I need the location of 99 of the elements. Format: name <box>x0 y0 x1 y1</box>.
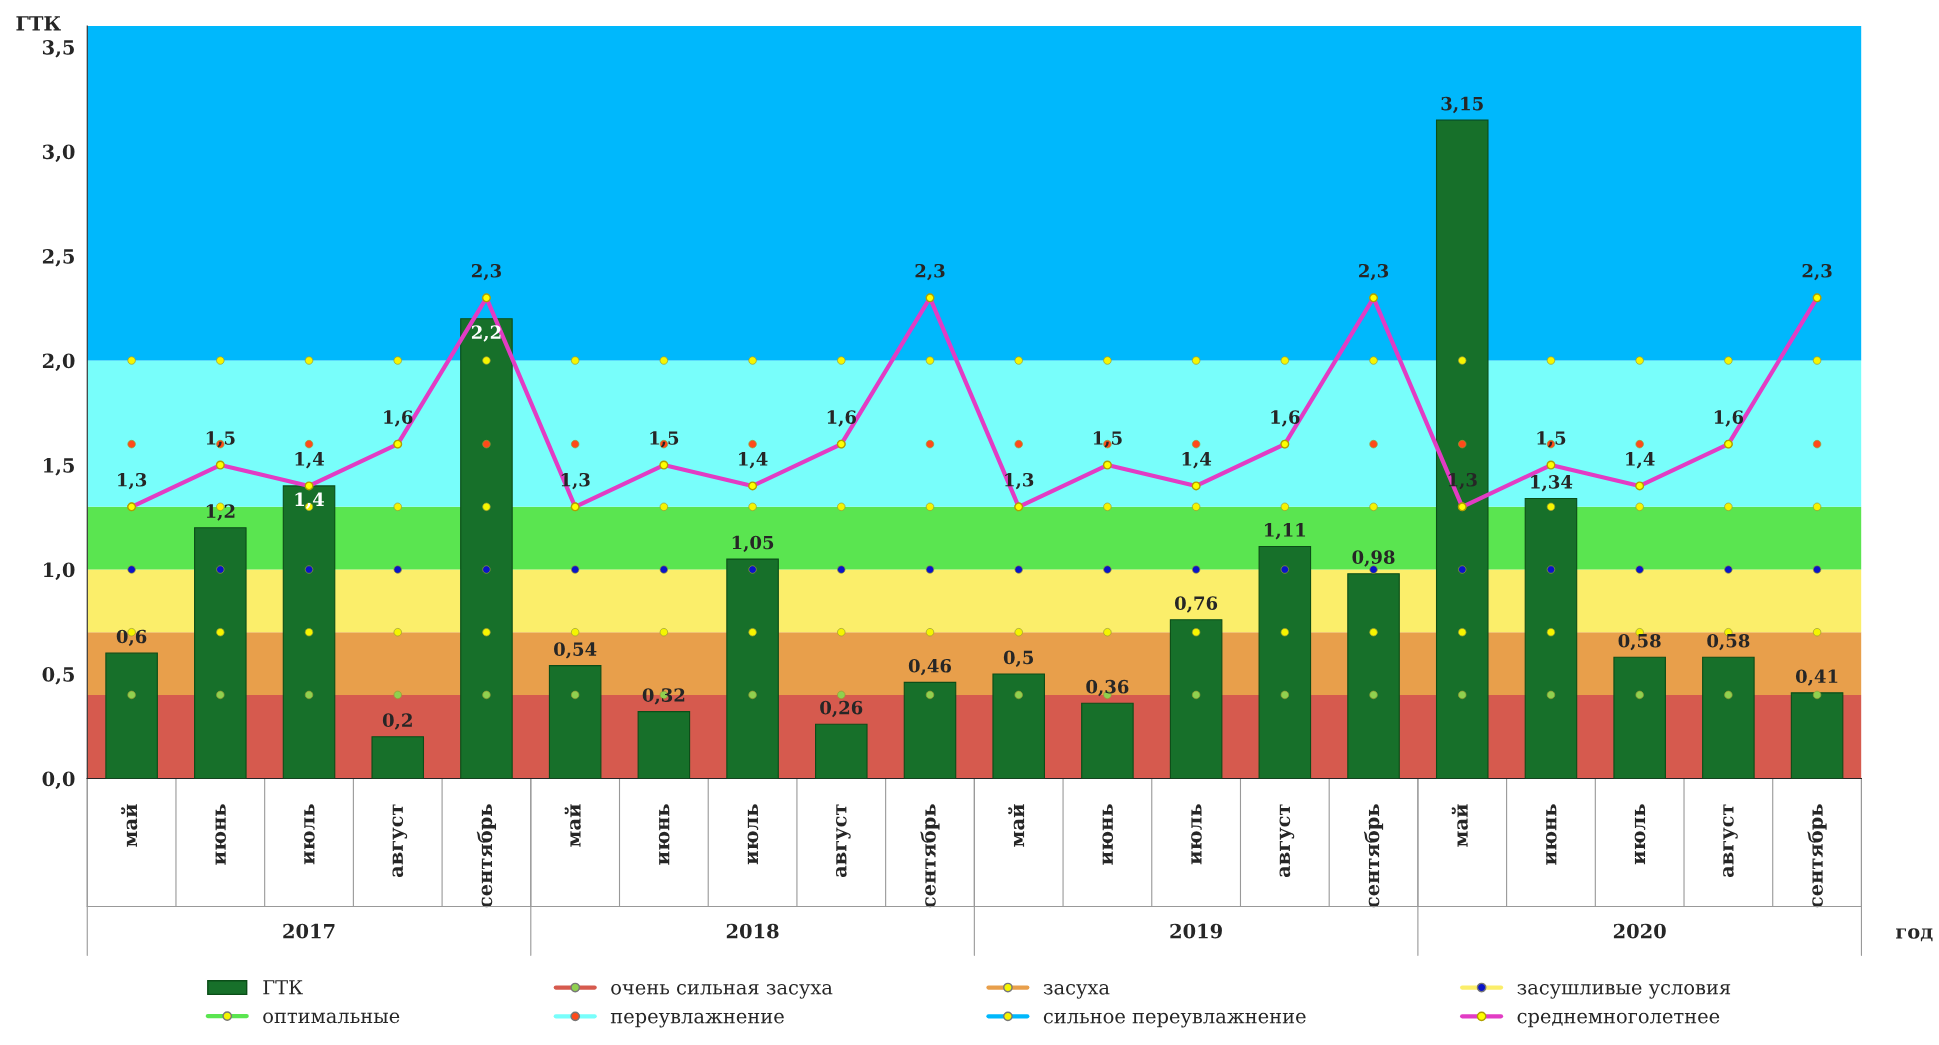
x-tick-label: июль <box>304 804 315 865</box>
legend-label: переувлажнение <box>610 1012 784 1028</box>
y-tick-label: 3,5 <box>42 39 74 58</box>
data-label: 0,58 <box>1707 633 1750 651</box>
data-label: 0,54 <box>554 642 597 659</box>
text: 2019 <box>1170 923 1222 939</box>
data-label: 1,4 <box>739 452 768 469</box>
data-label: 2,3 <box>915 263 945 281</box>
x-tick-label: июнь <box>1545 804 1557 865</box>
text: 2017 <box>283 923 335 939</box>
data-label: 0,58 <box>1618 633 1661 651</box>
data-label: 0,5 <box>1003 650 1034 667</box>
data-label: 1,3 <box>118 472 147 490</box>
legend-label: среднемноголетнее <box>1517 1012 1720 1028</box>
x-tick-label: май <box>121 804 138 847</box>
data-label: 0,98 <box>1352 550 1395 567</box>
bar <box>1258 545 1312 779</box>
data-label: 1,5 <box>1093 431 1122 448</box>
x-tick-label: сентябрь <box>1363 804 1384 908</box>
x-tick-label: июнь <box>215 804 226 865</box>
x-tick-label: июль <box>747 804 759 865</box>
y-tick-label: 1,0 <box>44 562 75 581</box>
x-tick-label: август <box>836 804 851 878</box>
data-label: 0,26 <box>820 700 863 718</box>
data-label: 1,4 <box>295 452 324 469</box>
x-tick-label: сентябрь <box>920 804 940 908</box>
data-label: 2,3 <box>1802 263 1832 281</box>
bar <box>1524 497 1578 779</box>
bar <box>371 736 425 779</box>
x-axis-title: год <box>1896 928 1933 942</box>
data-label: 0,32 <box>642 688 685 705</box>
y-tick-label: 1,5 <box>44 457 74 476</box>
x-tick-label: сентябрь <box>476 804 497 908</box>
x-tick-label: август <box>392 804 408 878</box>
x-tick-label: август <box>1723 804 1738 878</box>
data-label: 1,6 <box>1271 410 1300 427</box>
bar <box>815 723 868 779</box>
bar <box>1613 656 1666 779</box>
bar <box>105 652 158 779</box>
legend-label: засушливые условия <box>1517 983 1731 999</box>
data-label: 1,6 <box>827 410 857 427</box>
x-tick-label: май <box>1008 804 1025 847</box>
y-axis-title: ГТК <box>16 16 61 31</box>
x-tick-label: июль <box>1191 804 1202 865</box>
y-tick-label: 2,0 <box>42 353 75 372</box>
bar <box>726 558 779 779</box>
data-label: 1,6 <box>1714 410 1744 427</box>
data-label: 1,4 <box>1626 452 1655 469</box>
x-tick-label: август <box>1279 804 1295 878</box>
bar <box>194 527 247 779</box>
data-label: 1,5 <box>1537 431 1566 448</box>
data-label: 2,2 <box>471 325 501 342</box>
data-label: 1,4 <box>295 492 324 509</box>
bar <box>548 665 602 779</box>
data-label: 0,76 <box>1174 596 1218 613</box>
x-tick-label: июль <box>1634 804 1646 865</box>
data-label: 0,41 <box>1795 669 1838 686</box>
data-label: 1,05 <box>732 535 774 553</box>
y-tick-label: 0,0 <box>42 771 75 790</box>
data-label: 1,5 <box>206 431 235 448</box>
data-label: 1,2 <box>206 504 235 521</box>
bar <box>637 711 691 779</box>
x-tick-label: май <box>1451 804 1468 847</box>
bar <box>282 485 336 779</box>
data-label: 1,11 <box>1265 523 1306 540</box>
bar <box>992 673 1045 779</box>
legend-label: сильное переувлажнение <box>1043 1012 1306 1028</box>
y-tick-label: 0,5 <box>42 666 74 685</box>
data-label: 2,3 <box>1359 263 1389 281</box>
x-tick-label: июнь <box>658 804 670 865</box>
text: 2020 <box>1613 923 1666 939</box>
legend-label: засуха <box>1043 983 1110 999</box>
data-label: 0,2 <box>382 713 412 730</box>
y-tick-label: 2,5 <box>42 248 74 267</box>
data-label: 0,6 <box>116 629 147 647</box>
text: 2018 <box>726 923 779 939</box>
x-tick-label: май <box>564 804 581 847</box>
data-label: 2,3 <box>471 263 501 281</box>
y-tick-label: 3,0 <box>42 144 75 163</box>
bar <box>903 681 957 779</box>
bar <box>1081 702 1134 779</box>
x-tick-label: сентябрь <box>1807 804 1827 908</box>
data-label: 0,46 <box>908 658 952 676</box>
bar <box>1790 692 1844 779</box>
data-label: 1,5 <box>650 431 679 448</box>
data-label: 3,15 <box>1441 96 1483 114</box>
bar <box>1702 656 1755 779</box>
x-tick-label: июнь <box>1102 804 1114 865</box>
legend-label: очень сильная засуха <box>611 983 833 999</box>
bar <box>1169 619 1223 779</box>
legend-label: ГТК <box>263 980 303 995</box>
legend-label: оптимальные <box>263 1012 400 1024</box>
data-label: 1,34 <box>1531 475 1573 492</box>
data-label: 1,4 <box>1182 452 1212 469</box>
bar <box>1347 573 1400 779</box>
bar <box>460 318 513 779</box>
bar <box>1435 119 1489 779</box>
data-label: 0,36 <box>1086 679 1129 697</box>
data-label: 1,6 <box>384 410 413 427</box>
